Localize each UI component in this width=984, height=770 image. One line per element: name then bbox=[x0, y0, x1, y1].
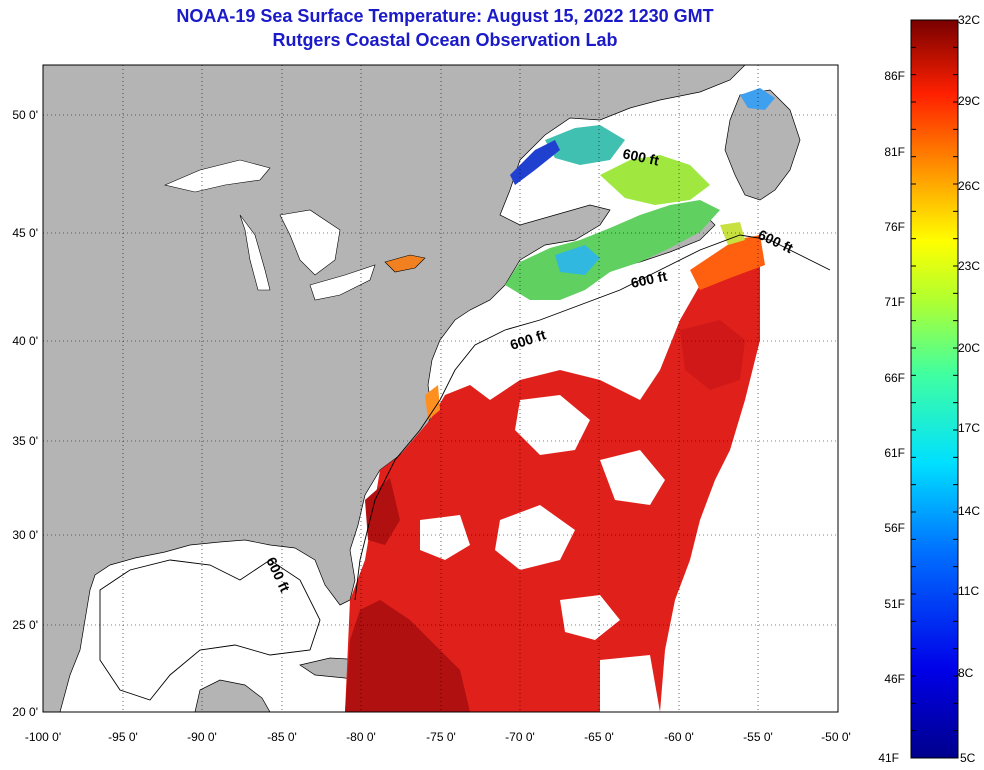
lat-tick-label: 20 0' bbox=[12, 705, 38, 719]
land-newfoundland bbox=[724, 89, 801, 201]
lat-tick-label: 30 0' bbox=[12, 528, 38, 542]
lon-tick-label: -85 0' bbox=[267, 730, 297, 744]
fahrenheit-label: 81F bbox=[884, 145, 905, 159]
lat-tick-label: 50 0' bbox=[12, 108, 38, 122]
contour-label: 600 ft bbox=[621, 145, 660, 168]
latitude-axis: 50 0' 45 0' 40 0' 35 0' 30 0' 25 0' 20 0… bbox=[12, 108, 38, 719]
lat-tick-label: 25 0' bbox=[12, 618, 38, 632]
fahrenheit-label: 56F bbox=[884, 521, 905, 535]
lon-tick-label: -50 0' bbox=[821, 730, 851, 744]
lon-tick-label: -95 0' bbox=[108, 730, 138, 744]
longitude-axis: -100 0' -95 0' -90 0' -85 0' -80 0' -75 … bbox=[25, 730, 851, 744]
map-subtitle: Rutgers Coastal Ocean Observation Lab bbox=[272, 30, 618, 50]
celsius-label: 32C bbox=[958, 13, 980, 27]
map-frame bbox=[42, 64, 839, 713]
celsius-label: 17C bbox=[958, 421, 980, 435]
celsius-label: 26C bbox=[958, 179, 980, 193]
lon-tick-label: -90 0' bbox=[187, 730, 217, 744]
fahrenheit-label: 66F bbox=[884, 371, 905, 385]
lon-tick-label: -60 0' bbox=[664, 730, 694, 744]
sst-cool-field bbox=[505, 88, 775, 300]
fahrenheit-label: 76F bbox=[884, 220, 905, 234]
celsius-label: 14C bbox=[958, 504, 980, 518]
lon-tick-label: -70 0' bbox=[505, 730, 535, 744]
lat-tick-label: 45 0' bbox=[12, 226, 38, 240]
sst-warm-field bbox=[345, 235, 765, 712]
lon-tick-label: -65 0' bbox=[584, 730, 614, 744]
fahrenheit-label: 86F bbox=[884, 69, 905, 83]
celsius-label: 8C bbox=[958, 666, 974, 680]
fahrenheit-label: 51F bbox=[884, 597, 905, 611]
map-title: NOAA-19 Sea Surface Temperature: August … bbox=[176, 6, 714, 26]
lon-tick-label: -75 0' bbox=[426, 730, 456, 744]
fahrenheit-label: 41F bbox=[878, 751, 899, 765]
lon-tick-label: -55 0' bbox=[743, 730, 773, 744]
lat-tick-label: 40 0' bbox=[12, 334, 38, 348]
graticule bbox=[43, 65, 838, 712]
fahrenheit-label: 61F bbox=[884, 446, 905, 460]
lon-tick-label: -80 0' bbox=[346, 730, 376, 744]
celsius-label: 5C bbox=[960, 751, 976, 765]
colorbar-ticks bbox=[911, 19, 958, 759]
land-yucatan bbox=[194, 679, 271, 712]
celsius-label: 20C bbox=[958, 341, 980, 355]
colorbar bbox=[910, 19, 959, 759]
contour-label: 600 ft bbox=[629, 268, 668, 291]
fahrenheit-label: 71F bbox=[884, 295, 905, 309]
celsius-label: 23C bbox=[958, 259, 980, 273]
colorbar-fahrenheit-labels: 86F 81F 76F 71F 66F 61F 56F 51F 46F 41F bbox=[878, 69, 905, 765]
fahrenheit-label: 46F bbox=[884, 672, 905, 686]
great-lakes bbox=[164, 159, 426, 301]
celsius-label: 29C bbox=[958, 94, 980, 108]
celsius-label: 11C bbox=[958, 584, 979, 598]
lon-tick-label: -100 0' bbox=[25, 730, 61, 744]
colorbar-celsius-labels: 32C 29C 26C 23C 20C 17C 14C 11C 8C 5C bbox=[958, 13, 980, 765]
lat-tick-label: 35 0' bbox=[12, 434, 38, 448]
gulf-600ft-contour bbox=[99, 559, 321, 701]
atlantic-600ft-contour bbox=[354, 234, 831, 601]
